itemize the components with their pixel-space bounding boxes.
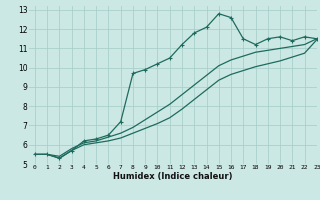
X-axis label: Humidex (Indice chaleur): Humidex (Indice chaleur) bbox=[113, 172, 233, 181]
